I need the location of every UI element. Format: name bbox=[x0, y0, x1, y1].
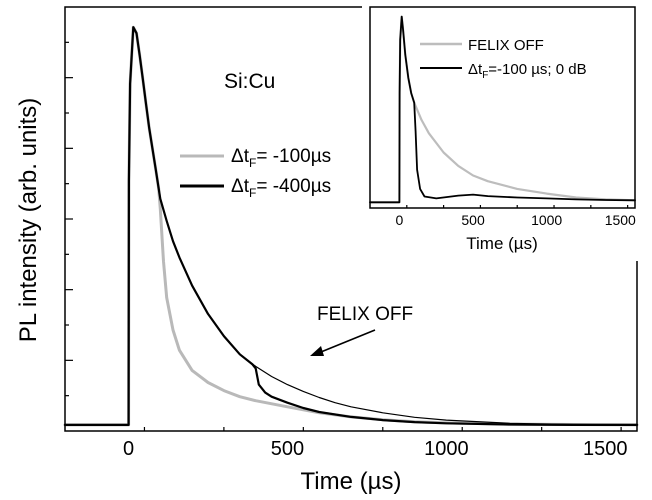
main-legend-black-prefix: Δt bbox=[231, 176, 250, 197]
inset-legend-black-suffix: =-100 µs; 0 dB bbox=[488, 61, 586, 78]
main-x-tick-label: 1000 bbox=[424, 438, 469, 460]
inset-legend: FELIX OFF ΔtF=-100 µs; 0 dB bbox=[420, 37, 587, 81]
inset-x-axis-label: Time (µs) bbox=[466, 234, 538, 253]
inset-series-group bbox=[368, 15, 637, 204]
inset-legend-black-sub: F bbox=[482, 70, 488, 81]
main-legend-gray-prefix: Δt bbox=[231, 146, 250, 167]
inset-x-tick-label: 0 bbox=[396, 212, 404, 228]
inset-x-tick-label: 1000 bbox=[531, 212, 562, 228]
main-legend-label-gray: ΔtF= -100µs bbox=[231, 146, 331, 170]
inset-x-tick-label: 1500 bbox=[605, 212, 636, 228]
main-legend-black-sub: F bbox=[249, 186, 256, 200]
inset-ticks-group: 0 500 1000 1500 bbox=[396, 205, 636, 228]
main-x-tick-label: 1500 bbox=[583, 438, 628, 460]
main-series-group bbox=[63, 25, 639, 427]
main-x-axis-label: Time (µs) bbox=[301, 468, 402, 495]
main-plot-panel: 0 500 1000 1500 Time (µs) PL intensity (arb… bbox=[15, 6, 639, 495]
inset-series-line-1 bbox=[369, 15, 636, 204]
main-y-axis-label: PL intensity (arb. units) bbox=[15, 98, 42, 343]
inset-legend-label-black: ΔtF=-100 µs; 0 dB bbox=[468, 61, 587, 81]
inset-background bbox=[362, 2, 648, 261]
inset-plot-panel: 0 500 1000 1500 Time (µs) FELIX OFF ΔtF=-10… bbox=[362, 2, 648, 261]
main-legend-gray-suffix: = -100µs bbox=[256, 146, 331, 167]
felix-off-annotation: FELIX OFF bbox=[317, 304, 413, 325]
main-x-tick-label: 500 bbox=[271, 438, 304, 460]
sample-label: Si:Cu bbox=[224, 70, 275, 93]
inset-legend-black-prefix: Δt bbox=[468, 61, 483, 78]
main-legend-label-black: ΔtF= -400µs bbox=[231, 176, 331, 200]
felix-off-arrowhead bbox=[310, 346, 324, 356]
main-x-tick-label: 0 bbox=[123, 438, 134, 460]
main-ticks-group: 0 500 1000 1500 bbox=[65, 41, 628, 460]
inset-plot-frame bbox=[369, 6, 636, 209]
main-legend-gray-sub: F bbox=[249, 156, 256, 170]
main-series-line-2 bbox=[64, 26, 638, 426]
inset-legend-label-gray: FELIX OFF bbox=[468, 37, 544, 54]
inset-x-tick-label: 500 bbox=[461, 212, 485, 228]
felix-off-arrow-line bbox=[315, 329, 376, 355]
main-legend: ΔtF= -100µs ΔtF= -400µs bbox=[180, 146, 331, 200]
main-legend-black-suffix: = -400µs bbox=[256, 176, 331, 197]
